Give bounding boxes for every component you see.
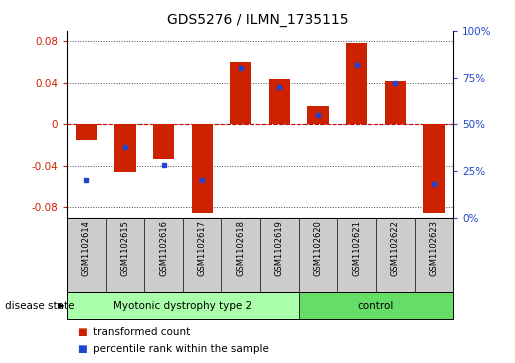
- Bar: [67, 292, 299, 319]
- Text: ■: ■: [77, 327, 87, 337]
- Bar: [230, 62, 251, 124]
- Text: Myotonic dystrophy type 2: Myotonic dystrophy type 2: [113, 301, 252, 311]
- Text: GSM1102622: GSM1102622: [391, 220, 400, 276]
- Text: GSM1102614: GSM1102614: [82, 220, 91, 276]
- Text: control: control: [358, 301, 394, 311]
- Bar: [153, 124, 174, 159]
- Text: GSM1102616: GSM1102616: [159, 220, 168, 276]
- Bar: [423, 124, 444, 213]
- Text: percentile rank within the sample: percentile rank within the sample: [93, 344, 269, 354]
- Bar: [307, 106, 329, 124]
- Text: GSM1102617: GSM1102617: [198, 220, 207, 276]
- Text: disease state: disease state: [5, 301, 75, 311]
- Bar: [346, 43, 367, 124]
- Bar: [192, 124, 213, 213]
- Text: transformed count: transformed count: [93, 327, 190, 337]
- Text: GSM1102620: GSM1102620: [314, 220, 322, 276]
- Bar: [269, 79, 290, 124]
- Text: GDS5276 / ILMN_1735115: GDS5276 / ILMN_1735115: [167, 13, 348, 27]
- Bar: [114, 124, 135, 172]
- Text: ■: ■: [77, 344, 87, 354]
- Bar: [385, 81, 406, 124]
- Text: GSM1102618: GSM1102618: [236, 220, 245, 276]
- Text: GSM1102623: GSM1102623: [430, 220, 438, 276]
- Bar: [299, 292, 453, 319]
- Text: GSM1102619: GSM1102619: [275, 220, 284, 276]
- Bar: [76, 124, 97, 140]
- Text: GSM1102615: GSM1102615: [121, 220, 129, 276]
- Text: GSM1102621: GSM1102621: [352, 220, 361, 276]
